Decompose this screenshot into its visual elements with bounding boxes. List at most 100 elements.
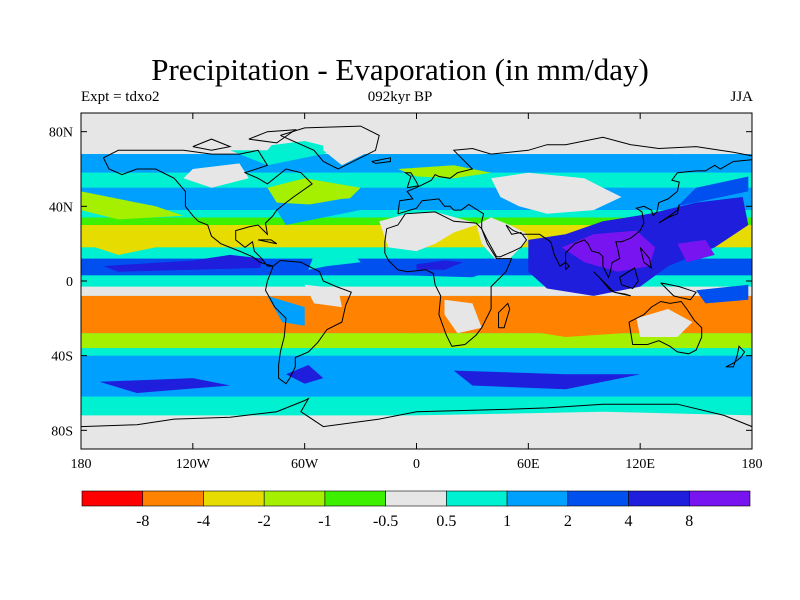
field-region [696,284,749,304]
colorbar-swatch [263,490,326,507]
coastline-segment [81,397,752,428]
field-region [267,295,305,326]
field-region [81,191,184,220]
colorbar-label: 1 [503,513,511,530]
x-tick-label: 60W [291,457,319,472]
dry-region [183,163,249,188]
colorbar-label: -1 [318,513,331,530]
x-tick-label: 120W [176,457,211,472]
coastline-segment [264,259,352,385]
coastline-segment [498,302,511,329]
y-tick-label: 0 [66,275,73,290]
colorbar-label: 4 [625,513,633,530]
colorbar-swatch [81,490,144,507]
dry-region [435,131,749,155]
coastline-segment [397,159,752,279]
season-label: JJA [730,89,753,105]
colorbar-label: -8 [136,513,149,530]
field-band [81,187,752,211]
coastline-segment [371,157,391,164]
colorbar-swatch [628,490,690,507]
y-tick-label: 40N [49,200,73,215]
field-region [308,251,361,270]
dry-region [155,127,286,151]
y-tick-label: 80S [51,424,73,439]
field-band [81,275,752,287]
field-band [81,333,752,349]
field-region [276,195,398,225]
colorbar-swatch [142,490,204,507]
x-tick-label: 120E [625,457,655,472]
coastline-segment [565,261,571,271]
colorbar-label: 2 [564,513,572,530]
coastline-segment [280,125,380,170]
colorbar-swatch [506,490,569,507]
field-region [453,370,641,390]
field-region [677,176,749,207]
y-tick-label: 80N [49,126,73,141]
field-band [81,286,752,296]
coastline-segment [192,138,232,151]
field-region [99,378,231,393]
colorbar-swatch [385,490,447,507]
colorbar-label: 0.5 [436,513,456,530]
colorbar-swatch [567,490,629,507]
field-region [416,260,464,270]
field-band [81,396,752,416]
dry-region [491,172,622,214]
dry-region [636,309,693,337]
plot-title: Precipitation - Evaporation (in mm/day) [151,52,649,87]
colorbar: -8 -4 -2 -1 -0.5 0.5 1 2 4 8 [81,490,751,530]
coastline-segment [397,136,752,214]
coastline-segment [593,271,615,293]
field-region [90,299,268,332]
field-region [397,165,492,179]
x-tick-label: 180 [71,457,92,472]
dry-region [304,284,342,308]
coastline-segment [628,300,703,355]
coastline-segment [639,247,653,270]
coastline-segment [613,291,631,297]
field-band [81,247,752,259]
coastline-segment [619,267,639,290]
field-region [500,295,650,337]
time-label: 092kyr BP [367,89,433,105]
dry-region [444,299,482,334]
field-band [81,154,752,173]
x-tick-label: 0 [413,457,420,472]
colorbar-swatch [688,490,751,507]
experiment-label: Expt = tdxo2 [81,89,160,105]
field-region [677,239,715,263]
field-region [103,254,264,272]
dry-region [81,411,752,449]
field-region [356,295,436,334]
colorbar-label: -4 [197,513,210,530]
coastline-segment [658,204,680,224]
map-axes: 180 120W 60W 0 60E 120E 180 80N 40N 0 40S 80S [49,113,763,472]
coastline-segment [660,282,697,301]
field-band [81,355,752,397]
field-region [286,365,324,384]
coastline-segment [384,211,513,347]
coastline-segment [257,239,277,245]
colorbar-swatch [446,490,508,507]
dry-region [323,127,380,166]
colorbar-label: -2 [258,513,271,530]
x-tick-label: 60E [517,457,540,472]
y-tick-label: 40S [51,350,73,365]
colorbar-swatch [203,490,265,507]
colorbar-label: -0.5 [373,513,398,530]
colorbar-label: 8 [685,513,693,530]
coastline-segment [403,172,420,189]
field-region [84,228,156,255]
field-band [81,348,752,356]
coastlines [81,125,752,428]
field-region [724,309,749,334]
coastline-segment [725,345,746,368]
coastline-segment [248,129,298,144]
colorbar-swatch [324,490,386,507]
x-tick-label: 180 [742,457,763,472]
coastline-segment [102,149,313,267]
precip-evap-field [81,113,752,449]
